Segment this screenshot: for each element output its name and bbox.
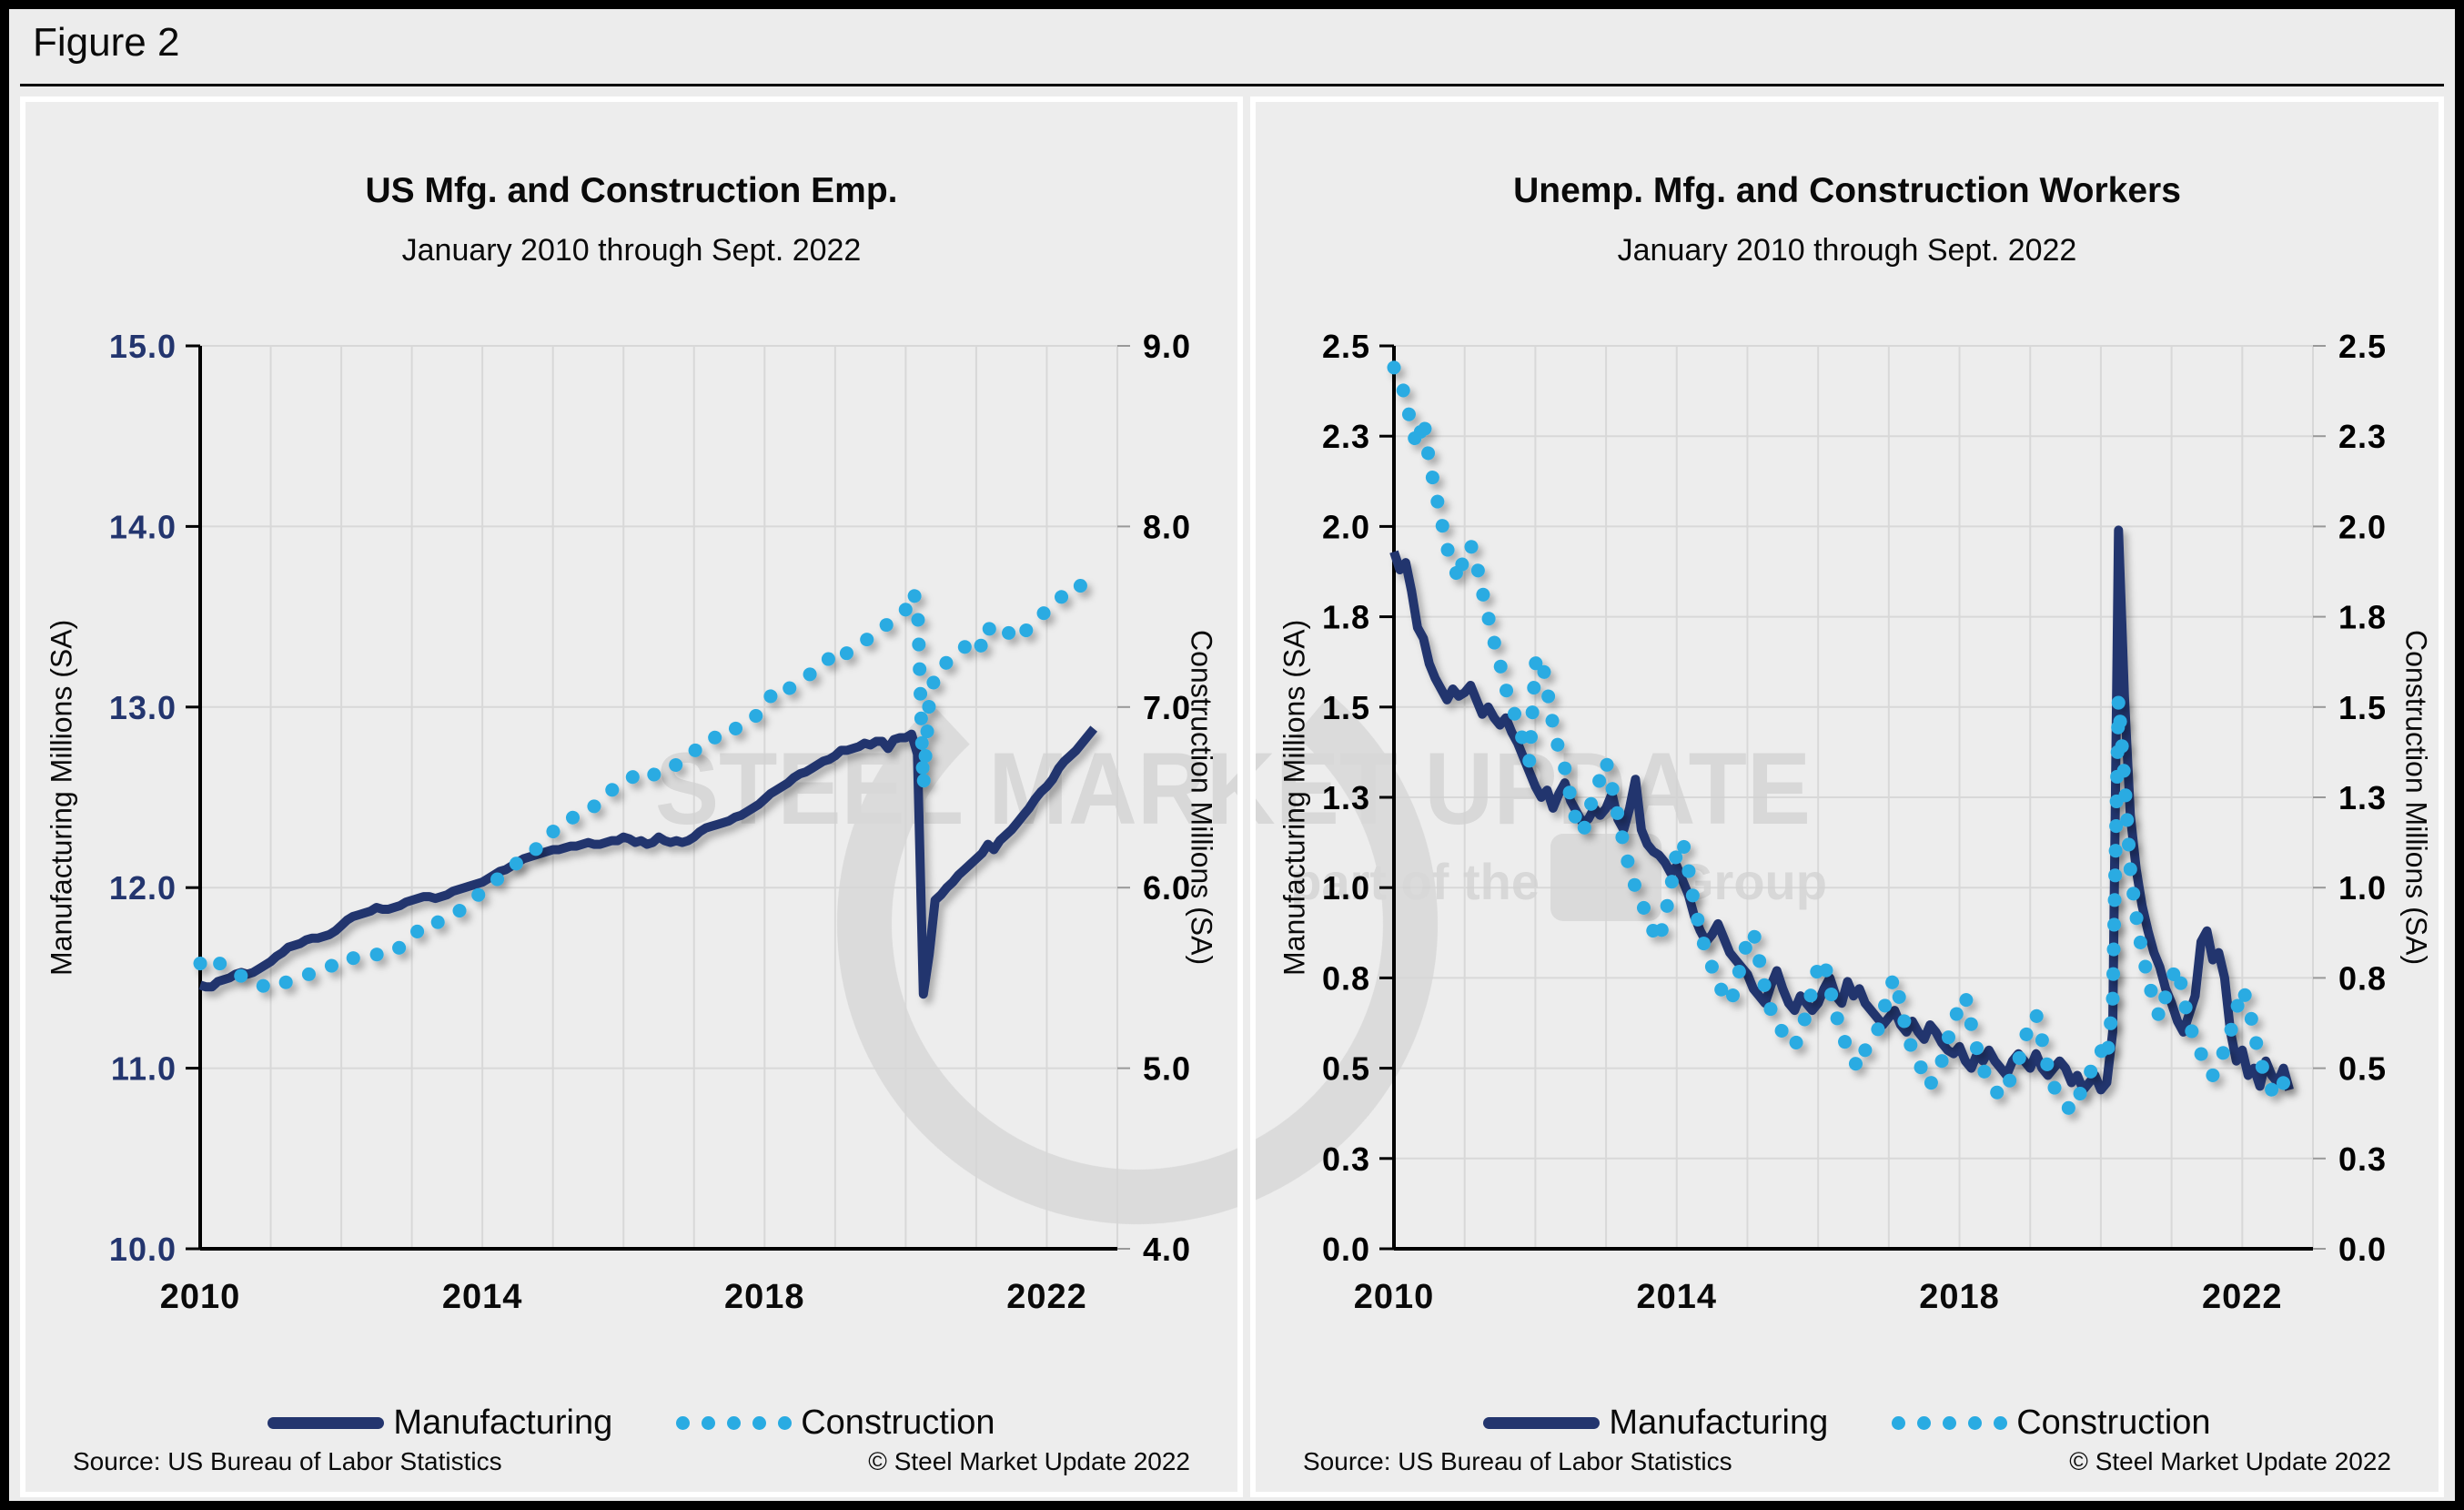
legend-item-construction: Construction: [1892, 1404, 2211, 1443]
legend-item-manufacturing: Manufacturing: [268, 1404, 612, 1443]
copyright-text: © Steel Market Update 2022: [2069, 1447, 2391, 1475]
source-row: Source: US Bureau of Labor Statistics © …: [73, 1447, 1190, 1476]
y-tick-label-right: 0.0: [2338, 1231, 2387, 1268]
y-tick-label-left: 14.0: [109, 508, 177, 545]
y-tick-label-right: 2.0: [2338, 508, 2387, 545]
y-tick-label-left: 1.8: [1322, 599, 1370, 636]
source-text: Source: US Bureau of Labor Statistics: [1303, 1447, 1732, 1475]
y-tick-label-left: 0.3: [1322, 1140, 1370, 1178]
y-tick-label-right: 9.0: [1143, 328, 1191, 365]
right-axis-title: Construction Millions (SA): [1185, 629, 1218, 966]
y-tick-label-left: 15.0: [109, 328, 177, 365]
y-tick-label-left: 10.0: [109, 1231, 177, 1268]
legend-label: Manufacturing: [1609, 1404, 1829, 1442]
y-tick-label-left: 12.0: [109, 869, 177, 907]
left-axis-title: Manufacturing Millions (SA): [1277, 619, 1311, 976]
series-construction: [1387, 360, 2297, 1125]
y-tick-label-right: 0.3: [2338, 1140, 2387, 1178]
y-tick-label-left: 2.5: [1322, 328, 1370, 365]
y-tick-label-right: 7.0: [1143, 689, 1191, 726]
manufacturing-line-swatch: [268, 1417, 385, 1429]
y-tick-label-left: 1.5: [1322, 689, 1370, 726]
manufacturing-line-swatch: [1483, 1417, 1601, 1429]
y-tick-label-right: 1.8: [2338, 599, 2387, 636]
legend: Manufacturing Construction: [25, 1404, 1237, 1443]
construction-dots-swatch: [676, 1416, 793, 1430]
y-tick-label-right: 8.0: [1143, 508, 1191, 545]
y-tick-label-left: 0.5: [1322, 1050, 1370, 1088]
watermark-line2-suffix: Group: [1674, 853, 1827, 910]
watermark-line1: STEEL MARKET UPDATE: [655, 732, 1237, 846]
x-tick-label: 2010: [1354, 1278, 1435, 1316]
series-construction: [193, 570, 1101, 997]
y-tick-label-left: 11.0: [111, 1050, 177, 1088]
figure-divider: [20, 84, 2444, 86]
y-tick-label-left: 13.0: [109, 689, 177, 726]
y-tick-label-left: 1.0: [1322, 869, 1370, 907]
y-tick-label-left: 2.0: [1322, 508, 1370, 545]
y-tick-label-left: 0.8: [1322, 959, 1370, 997]
chart-title: US Mfg. and Construction Emp.: [365, 171, 898, 210]
figure-label: Figure 2: [33, 20, 180, 65]
y-tick-label-right: 6.0: [1143, 869, 1191, 907]
legend-item-manufacturing: Manufacturing: [1483, 1404, 1828, 1443]
y-tick-label-right: 2.5: [2338, 328, 2387, 365]
copyright-text: © Steel Market Update 2022: [868, 1447, 1190, 1475]
legend-label: Construction: [2016, 1404, 2211, 1442]
chart-subtitle: January 2010 through Sept. 2022: [401, 233, 862, 268]
source-text: Source: US Bureau of Labor Statistics: [73, 1447, 502, 1475]
y-tick-label-right: 1.3: [2338, 779, 2387, 816]
watermark-line2-prefix: part of the: [1290, 853, 1540, 910]
right-axis-title: Construction Millions (SA): [2399, 629, 2433, 966]
legend-item-construction: Construction: [676, 1404, 995, 1443]
y-tick-label-right: 0.5: [2338, 1050, 2387, 1088]
y-tick-label-right: 2.3: [2338, 418, 2387, 455]
legend-label: Manufacturing: [393, 1404, 613, 1442]
axes: 2.5 2.3 2.0 1.8 1.5 1.3 1.0 0.8 0.5 0.3 0.0 2.5 2.3 2…: [1322, 328, 2387, 1316]
construction-dots-swatch: [1892, 1416, 2008, 1430]
y-tick-label-left: 0.0: [1322, 1231, 1370, 1268]
y-tick-label-right: 0.8: [2338, 959, 2387, 997]
x-tick-label: 2022: [1006, 1278, 1087, 1316]
x-tick-label: 2014: [1636, 1278, 1717, 1316]
smu-swoosh-watermark: [837, 623, 1237, 1224]
x-tick-label: 2010: [160, 1278, 241, 1316]
source-row: Source: US Bureau of Labor Statistics © …: [1303, 1447, 2391, 1476]
chart-title: Unemp. Mfg. and Construction Workers: [1513, 171, 2181, 210]
legend: Manufacturing Construction: [1256, 1404, 2439, 1443]
y-tick-label-right: 4.0: [1143, 1231, 1191, 1268]
legend-label: Construction: [801, 1404, 995, 1442]
y-tick-label-left: 2.3: [1322, 418, 1370, 455]
series-manufacturing: [198, 725, 1098, 999]
y-tick-label-right: 1.5: [2338, 689, 2387, 726]
x-tick-label: 2018: [724, 1278, 805, 1316]
x-tick-label: 2022: [2202, 1278, 2283, 1316]
left-axis-title: Manufacturing Millions (SA): [45, 619, 78, 976]
y-tick-label-right: 1.0: [2338, 869, 2387, 907]
y-tick-label-left: 1.3: [1322, 779, 1370, 816]
x-tick-label: 2014: [442, 1278, 523, 1316]
x-tick-label: 2018: [1919, 1278, 2000, 1316]
smu-swoosh-watermark: [1256, 623, 1438, 1224]
axes: 15.0 14.0 13.0 12.0 11.0 10.0 9.0 8.0 7.0 6.0 5.0 4…: [109, 328, 1191, 1316]
cru-logo-watermark: [1550, 834, 1661, 921]
y-tick-label-right: 5.0: [1143, 1050, 1191, 1088]
chart-subtitle: January 2010 through Sept. 2022: [1617, 233, 2077, 268]
